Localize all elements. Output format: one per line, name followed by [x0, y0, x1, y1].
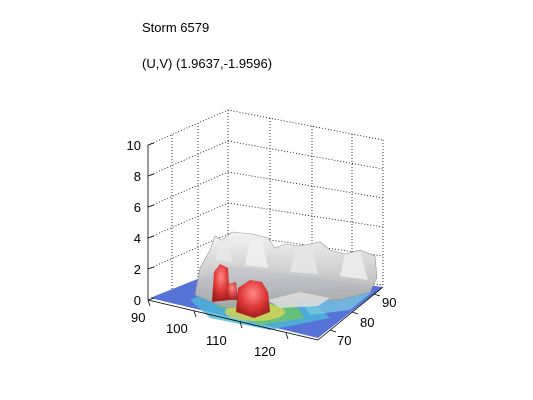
x-tick-label: 120: [254, 344, 276, 359]
z-tick-labels: 10 8 6 4 2 0: [127, 138, 141, 308]
red-isosurface: [212, 264, 270, 318]
x-tick-label: 110: [206, 333, 227, 348]
z-tick-label: 0: [134, 293, 141, 308]
z-tick-label: 6: [134, 200, 141, 215]
y-tick-label: 80: [360, 315, 374, 330]
figure-subtitle: (U,V) (1.9637,-1.9596): [142, 56, 273, 71]
x-tick-label: 100: [166, 321, 188, 336]
z-tick-label: 2: [134, 262, 141, 277]
y-tick-labels: 70 80 90: [337, 295, 396, 348]
front-axes: [147, 142, 384, 341]
z-tick-label: 8: [134, 169, 141, 184]
z-tick-label: 4: [134, 231, 141, 246]
y-tick-label: 70: [337, 333, 351, 348]
y-tick-label: 90: [382, 295, 396, 310]
z-tick-label: 10: [127, 138, 141, 153]
figure-title: Storm 6579: [142, 20, 210, 35]
x-tick-label: 90: [131, 310, 145, 325]
x-tick-labels: 90 100 110 120: [131, 310, 276, 359]
